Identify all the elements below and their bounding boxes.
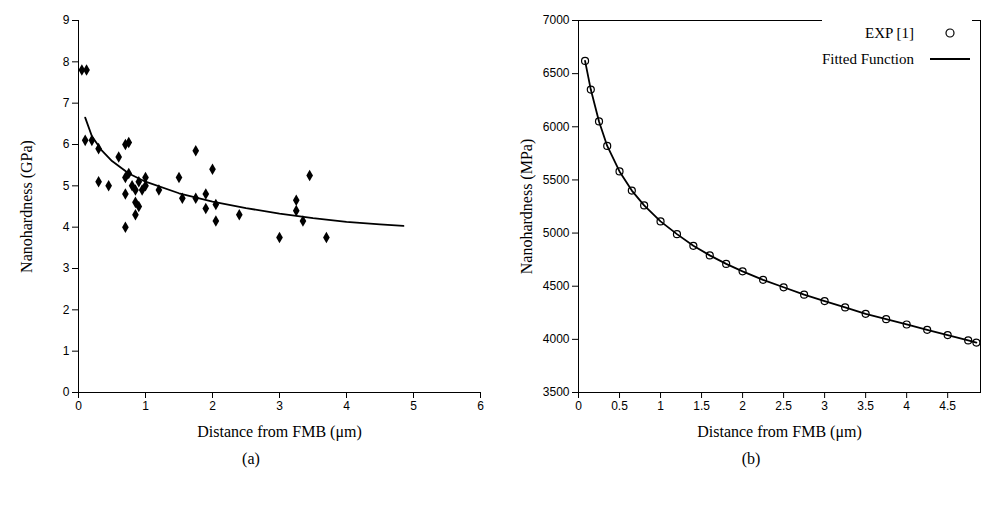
svg-text:3500: 3500 [543,385,570,399]
svg-text:6500: 6500 [543,66,570,80]
svg-text:Distance from FMB (μm): Distance from FMB (μm) [197,423,362,441]
html-text:(a): (a) [242,450,260,467]
svg-text:3: 3 [63,261,70,275]
svg-text:4500: 4500 [543,279,570,293]
svg-text:0: 0 [575,399,582,413]
svg-text:4.5: 4.5 [939,399,956,413]
html-text:Fitted Function: Fitted Function [821,50,914,67]
svg-text:7: 7 [63,96,70,110]
svg-text:5000: 5000 [543,226,570,240]
svg-text:4: 4 [63,220,70,234]
svg-text:3: 3 [821,399,828,413]
svg-text:4: 4 [903,399,910,413]
svg-text:4: 4 [343,399,350,413]
svg-text:6: 6 [63,137,70,151]
svg-text:3.5: 3.5 [857,399,874,413]
svg-text:1: 1 [657,399,664,413]
html-text:(b): (b) [741,450,761,467]
svg-text:Nanohardness (GPa): Nanohardness (GPa) [18,140,36,273]
svg-text:0.5: 0.5 [611,399,628,413]
svg-text:8: 8 [63,55,70,69]
svg-text:Distance from FMB (μm): Distance from FMB (μm) [697,423,862,441]
svg-text:9: 9 [63,13,70,27]
svg-text:Nanohardness (MPa): Nanohardness (MPa) [518,139,536,275]
svg-text:6000: 6000 [543,120,570,134]
svg-text:4000: 4000 [543,332,570,346]
svg-text:3: 3 [276,399,283,413]
svg-text:5500: 5500 [543,173,570,187]
svg-text:5: 5 [63,179,70,193]
svg-text:1: 1 [63,344,70,358]
svg-text:1: 1 [142,399,149,413]
html-text:EXP [1]: EXP [1] [865,24,914,41]
svg-text:7000: 7000 [543,13,570,27]
svg-text:6: 6 [477,399,484,413]
svg-text:1.5: 1.5 [693,399,710,413]
svg-text:2: 2 [63,303,70,317]
svg-text:0: 0 [63,385,70,399]
svg-text:2: 2 [739,399,746,413]
svg-text:0: 0 [75,399,82,413]
svg-text:2: 2 [209,399,216,413]
svg-text:2.5: 2.5 [775,399,792,413]
svg-text:5: 5 [410,399,417,413]
